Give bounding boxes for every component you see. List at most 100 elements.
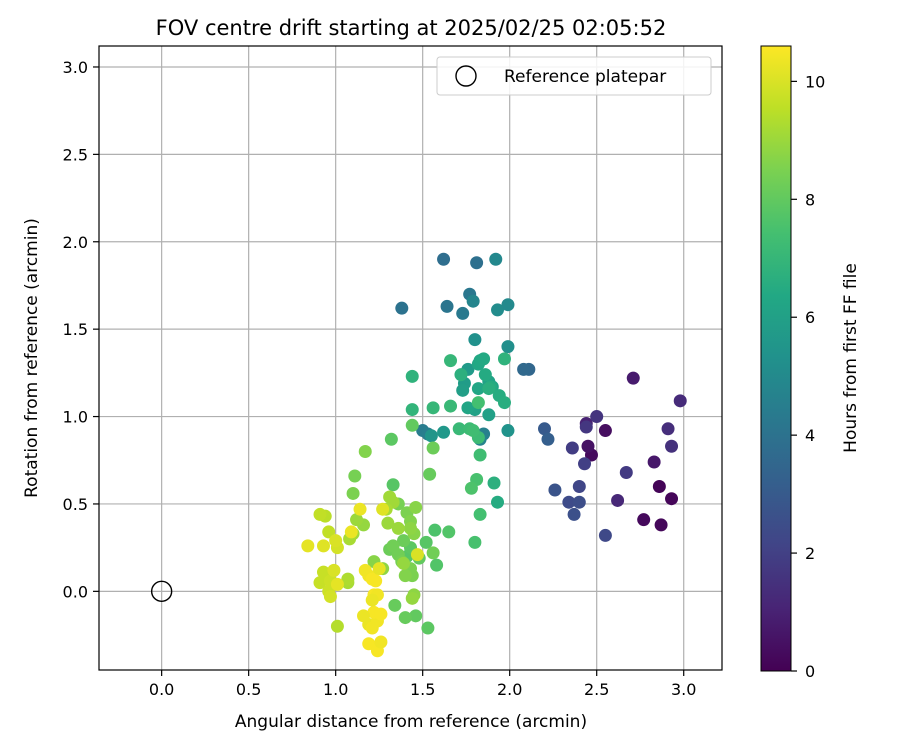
scatter-point: [590, 410, 604, 424]
scatter-point: [322, 525, 336, 539]
x-tick-label: 2.0: [497, 680, 522, 699]
scatter-point: [405, 369, 419, 383]
scatter-point: [398, 611, 412, 625]
scatter-point: [419, 535, 433, 549]
scatter-point: [437, 252, 451, 266]
scatter-point: [471, 396, 485, 410]
scatter-point: [466, 424, 480, 438]
x-tick-label: 1.0: [323, 680, 348, 699]
scatter-point: [626, 371, 640, 385]
scatter-point: [537, 422, 551, 436]
colorbar-tick-label: 0: [805, 662, 815, 681]
legend-label: Reference platepar: [504, 67, 666, 87]
scatter-point: [357, 609, 371, 623]
scatter-point: [444, 399, 458, 413]
scatter-point: [637, 513, 651, 527]
scatter-point: [665, 439, 679, 453]
scatter-point: [428, 523, 442, 537]
scatter-point: [398, 569, 412, 583]
scatter-point: [579, 420, 593, 434]
scatter-point: [456, 383, 470, 397]
scatter-point: [661, 422, 675, 436]
scatter-point: [410, 548, 424, 562]
scatter-point: [426, 441, 440, 455]
scatter-point: [489, 252, 503, 266]
x-tick-label: 3.0: [671, 680, 696, 699]
scatter-point: [362, 637, 376, 651]
scatter-point: [473, 448, 487, 462]
scatter-point: [562, 495, 576, 509]
scatter-point: [541, 432, 555, 446]
scatter-point: [365, 593, 379, 607]
scatter-point: [409, 500, 423, 514]
scatter-point: [353, 502, 367, 516]
scatter-point: [376, 502, 390, 516]
scatter-point: [567, 507, 581, 521]
scatter-point: [348, 469, 362, 483]
scatter-point: [482, 408, 496, 422]
scatter-point: [444, 354, 458, 368]
y-tick-label: 1.0: [63, 408, 88, 427]
scatter-point: [456, 306, 470, 320]
scatter-point: [316, 565, 330, 579]
y-axis-ticks: 0.0 0.5 1.0 1.5 2.0 2.5 3.0: [63, 58, 99, 601]
scatter-point: [405, 418, 419, 432]
scatter-point: [405, 403, 419, 417]
scatter-point: [491, 495, 505, 509]
scatter-point: [397, 556, 411, 570]
scatter-point: [491, 303, 505, 317]
scatter-point: [391, 521, 405, 535]
scatter-point: [487, 476, 501, 490]
scatter-points: [301, 252, 687, 658]
x-axis-label: Angular distance from reference (arcmin): [235, 712, 587, 732]
y-tick-label: 1.5: [63, 320, 88, 339]
scatter-point: [482, 382, 496, 396]
scatter-point: [423, 467, 437, 481]
scatter-point: [341, 572, 355, 586]
scatter-point: [316, 539, 330, 553]
x-tick-label: 0.5: [236, 680, 261, 699]
scatter-point: [565, 441, 579, 455]
x-tick-label: 0.0: [149, 680, 174, 699]
scatter-point: [369, 574, 383, 588]
scatter-point: [313, 576, 327, 590]
x-tick-label: 1.5: [410, 680, 435, 699]
scatter-point: [384, 432, 398, 446]
scatter-point: [330, 619, 344, 633]
scatter-point: [572, 495, 586, 509]
scatter-point: [497, 352, 511, 366]
scatter-point: [611, 493, 625, 507]
scatter-point: [461, 401, 475, 415]
scatter-point: [426, 401, 440, 415]
scatter-point: [464, 481, 478, 495]
scatter-point: [598, 424, 612, 438]
scatter-point: [386, 478, 400, 492]
scatter-point: [440, 299, 454, 313]
colorbar-tick-label: 6: [805, 308, 815, 327]
grid: [99, 46, 722, 670]
y-tick-label: 0.5: [63, 495, 88, 514]
scatter-point: [426, 546, 440, 560]
y-tick-label: 0.0: [63, 582, 88, 601]
scatter-point: [329, 534, 343, 548]
scatter-point: [619, 465, 633, 479]
scatter-point: [501, 424, 515, 438]
colorbar: 0 2 4 6 8 10 Hours from first FF file: [760, 45, 861, 681]
scatter-point: [478, 368, 492, 382]
scatter-point: [381, 516, 395, 530]
scatter-point: [301, 539, 315, 553]
colorbar-gradient: [760, 45, 792, 672]
scatter-point: [473, 507, 487, 521]
x-tick-label: 2.5: [584, 680, 609, 699]
scatter-point: [395, 301, 409, 315]
x-axis-ticks: 0.0 0.5 1.0 1.5 2.0 2.5 3.0: [149, 670, 696, 699]
scatter-point: [404, 521, 417, 535]
scatter-point: [598, 528, 612, 542]
scatter-point: [313, 507, 327, 521]
scatter-point: [497, 396, 511, 410]
scatter-point: [437, 425, 451, 439]
scatter-point: [471, 382, 485, 396]
scatter-point: [468, 535, 482, 549]
colorbar-ticks: 0 2 4 6 8 10: [791, 72, 825, 681]
